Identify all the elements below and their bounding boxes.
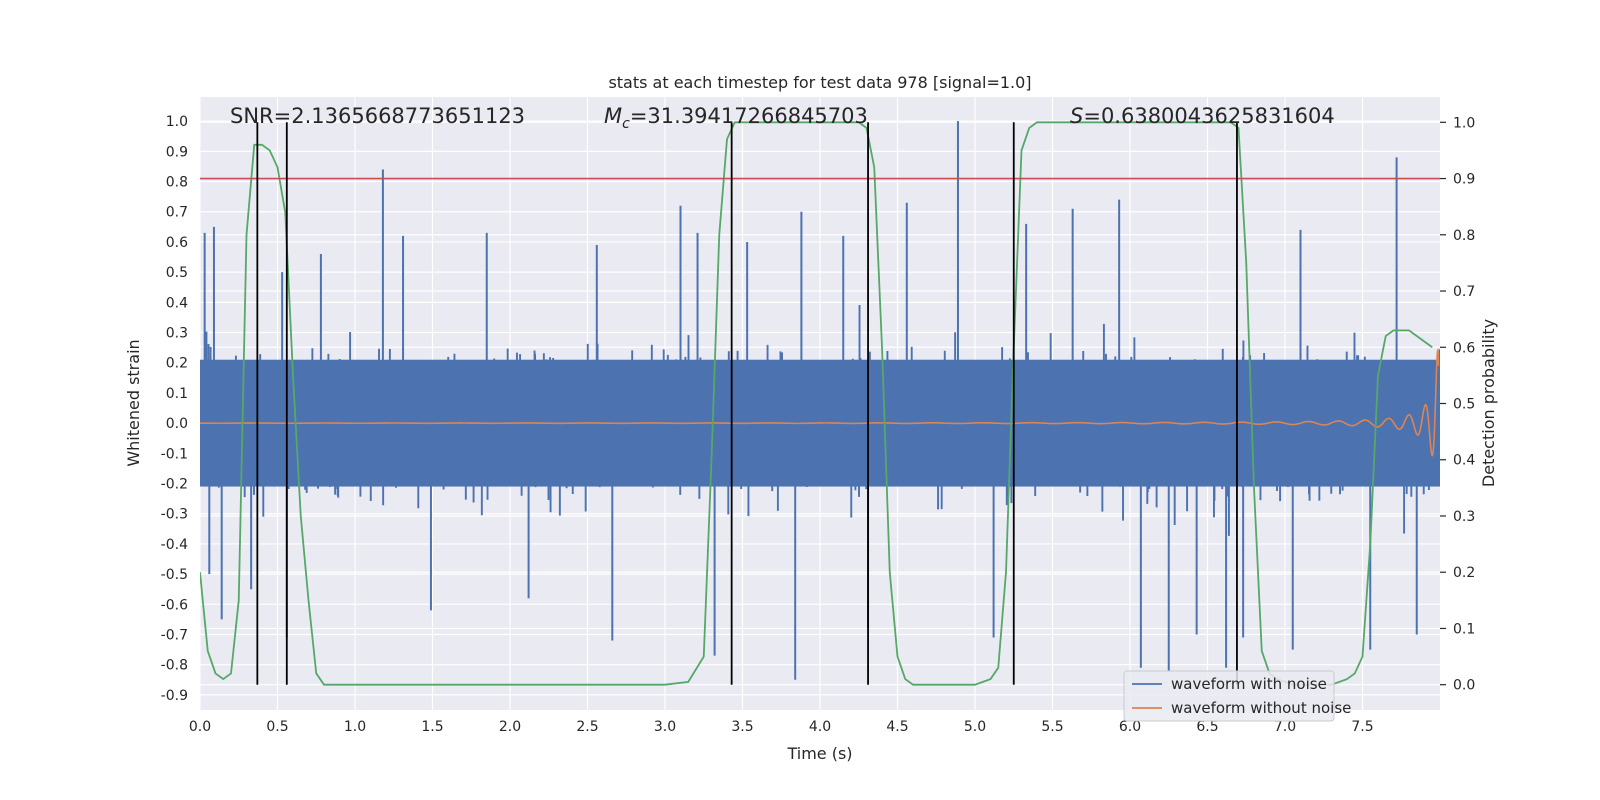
y-right-tick-label: 0.6 — [1453, 340, 1475, 356]
y-axis-label: Whitened strain — [124, 339, 143, 466]
annotation-mc-sub: c — [622, 116, 630, 132]
chirp-trace — [200, 347, 1440, 457]
x-tick-label: 3.0 — [654, 719, 676, 735]
annotation-s-symbol: S — [1070, 104, 1083, 128]
y-tick-label: 0.4 — [166, 295, 188, 311]
y-tick-label: -0.8 — [161, 658, 188, 674]
y-tick-label: -0.7 — [161, 628, 188, 644]
y-right-axis-label: Detection probability — [1479, 319, 1498, 487]
y-right-tick-label: 0.2 — [1453, 565, 1475, 581]
x-tick-label: 7.0 — [1274, 719, 1296, 735]
x-tick-label: 7.5 — [1351, 719, 1373, 735]
y-right-tick-label: 0.0 — [1453, 678, 1475, 694]
y-right-tick-label: 0.4 — [1453, 453, 1475, 469]
annotation-s-value: =0.6380043625831604 — [1083, 104, 1334, 128]
annotation-mc: Mc=31.39417266845703 — [604, 104, 868, 132]
legend-label-noise: waveform with noise — [1171, 675, 1327, 693]
y-tick-label: 0.1 — [166, 386, 188, 402]
annotation-snr: SNR=2.1365668773651123 — [230, 104, 525, 128]
legend-box — [1123, 670, 1335, 722]
x-tick-label: 5.5 — [1041, 719, 1063, 735]
x-tick-label: 0.5 — [266, 719, 288, 735]
series-waveform-without-noise — [200, 347, 1440, 457]
annotation-s: S=0.6380043625831604 — [1070, 104, 1335, 128]
x-tick-label: 1.5 — [421, 719, 443, 735]
y-right-tick-label: 0.7 — [1453, 284, 1475, 300]
y-right-tick-label: 0.3 — [1453, 509, 1475, 525]
y-right-axis-ticks: 1.0 0.9 0.8 0.7 0.6 0.5 0.4 0.3 0.2 0.1 0.0 — [1440, 115, 1475, 694]
x-tick-label: 2.5 — [576, 719, 598, 735]
svg-text:Mc=31.39417266845703: Mc=31.39417266845703 — [604, 104, 868, 132]
y-tick-label: 0.5 — [166, 265, 188, 281]
legend-label-clean: waveform without noise — [1171, 699, 1351, 717]
y-tick-label: 0.3 — [166, 326, 188, 342]
y-tick-label: 1.0 — [166, 114, 188, 130]
x-axis-ticks: 0.0 0.5 1.0 1.5 2.0 2.5 3.0 3.5 4.0 4.5 5.0 5.5 6.0 6… — [189, 719, 1374, 735]
y-tick-label: 0.2 — [166, 356, 188, 372]
y-tick-label: -0.2 — [161, 477, 188, 493]
x-tick-label: 1.0 — [344, 719, 366, 735]
svg-text:S=0.6380043625831604: S=0.6380043625831604 — [1070, 104, 1335, 128]
x-tick-label: 2.0 — [499, 719, 521, 735]
annotation-mc-value: =31.39417266845703 — [630, 104, 868, 128]
y-tick-label: -0.9 — [161, 688, 188, 704]
x-tick-label: 3.5 — [731, 719, 753, 735]
x-tick-label: 6.5 — [1196, 719, 1218, 735]
annotation-mc-symbol: M — [604, 104, 622, 128]
y-right-tick-label: 1.0 — [1453, 115, 1475, 131]
x-tick-label: 4.0 — [809, 719, 831, 735]
y-tick-label: 0.7 — [166, 205, 188, 221]
y-tick-label: -0.4 — [161, 537, 188, 553]
y-tick-label: 0.8 — [166, 175, 188, 191]
legend: waveform with noise waveform without noi… — [1123, 670, 1351, 722]
y-right-tick-label: 0.8 — [1453, 228, 1475, 244]
y-axis-ticks: 1.0 0.9 0.8 0.7 0.6 0.5 0.4 0.3 0.2 0.1 0.0 -0.1 -0.… — [161, 114, 188, 704]
y-right-tick-label: 0.5 — [1453, 397, 1475, 413]
vertical-markers — [256, 122, 1238, 685]
y-tick-label: -0.6 — [161, 597, 188, 613]
y-tick-label: 0.6 — [166, 235, 188, 251]
y-right-tick-label: 0.1 — [1453, 621, 1475, 637]
x-tick-label: 5.0 — [964, 719, 986, 735]
y-tick-label: 0.9 — [166, 144, 188, 160]
y-tick-label: 0.0 — [166, 416, 188, 432]
x-tick-label: 6.0 — [1119, 719, 1141, 735]
y-tick-label: -0.3 — [161, 507, 188, 523]
y-right-tick-label: 0.9 — [1453, 172, 1475, 188]
x-tick-label: 4.5 — [886, 719, 908, 735]
x-axis-label: Time (s) — [786, 744, 852, 763]
y-tick-label: -0.1 — [161, 446, 188, 462]
x-tick-label: 0.0 — [189, 719, 211, 735]
y-tick-label: -0.5 — [161, 567, 188, 583]
chart-title: stats at each timestep for test data 978… — [608, 73, 1031, 92]
